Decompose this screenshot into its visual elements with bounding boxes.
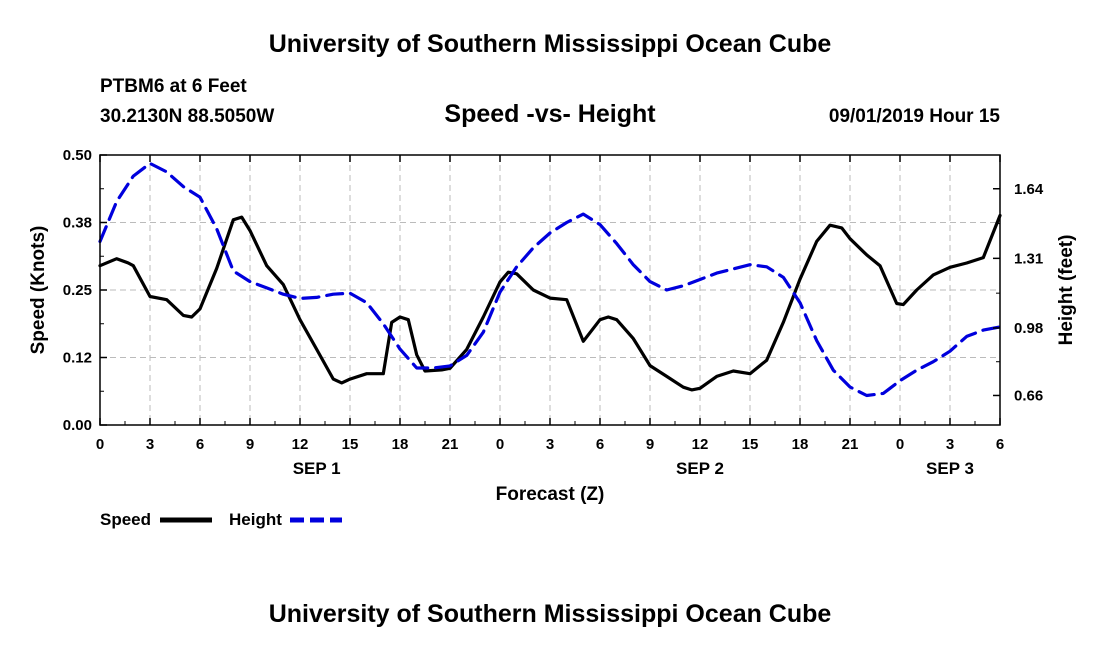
day-label: SEP 3 [926,459,974,478]
x-tick-label: 21 [442,436,459,453]
x-tick-label: 6 [596,436,604,453]
station-label: PTBM6 at 6 Feet [100,76,247,97]
x-tick-label: 0 [96,436,104,453]
x-tick-label: 3 [146,436,154,453]
y2-tick-label: 0.98 [1014,320,1043,337]
x-tick-label: 9 [246,436,254,453]
y2-axis-label: Height (feet) [1056,235,1077,346]
legend: Speed Height [100,510,342,529]
x-tick-label: 3 [546,436,554,453]
y-tick-label: 0.00 [63,417,92,434]
x-axis-label: Forecast (Z) [496,484,605,505]
y-tick-label: 0.38 [63,215,92,232]
coordinates-label: 30.2130N 88.5050W [100,106,275,127]
x-tick-label: 3 [946,436,954,453]
y2-tick-label: 1.64 [1014,181,1044,198]
x-tick-label: 21 [842,436,859,453]
y2-tick-label: 1.31 [1014,250,1043,267]
x-tick-label: 15 [342,436,359,453]
legend-height-label: Height [229,510,282,529]
page-title-bottom: University of Southern Mississippi Ocean… [268,600,832,628]
x-tick-label: 0 [896,436,904,453]
page-title-top: University of Southern Mississippi Ocean… [268,30,832,58]
height-series-line [98,161,1002,398]
chart-grid [100,155,1000,425]
day-label: SEP 1 [293,459,341,478]
speed-series-line [98,213,1002,392]
y-axis-label: Speed (Knots) [28,226,49,355]
x-tick-label: 6 [996,436,1004,453]
x-tick-label: 0 [496,436,504,453]
x-tick-label: 9 [646,436,654,453]
forecast-datetime: 09/01/2019 Hour 15 [828,106,1000,127]
chart-title: Speed -vs- Height [444,100,656,128]
y-tick-label: 0.25 [63,282,92,299]
y-tick-label: 0.12 [63,350,92,367]
y-tick-label: 0.50 [63,147,92,164]
y2-tick-label: 0.66 [1014,387,1043,404]
day-label: SEP 2 [676,459,724,478]
x-tick-label: 15 [742,436,759,453]
x-tick-label: 18 [792,436,809,453]
legend-speed-label: Speed [100,510,151,529]
chart-axes: 0 3 6 9 12 15 18 21 0 3 6 9 12 15 18 21 0 3 6 0.00 0.12 0.25 0… [63,147,1044,478]
chart-series [98,161,1002,398]
x-tick-label: 12 [692,436,709,453]
x-tick-label: 6 [196,436,204,453]
x-tick-label: 12 [292,436,309,453]
x-tick-label: 18 [392,436,409,453]
